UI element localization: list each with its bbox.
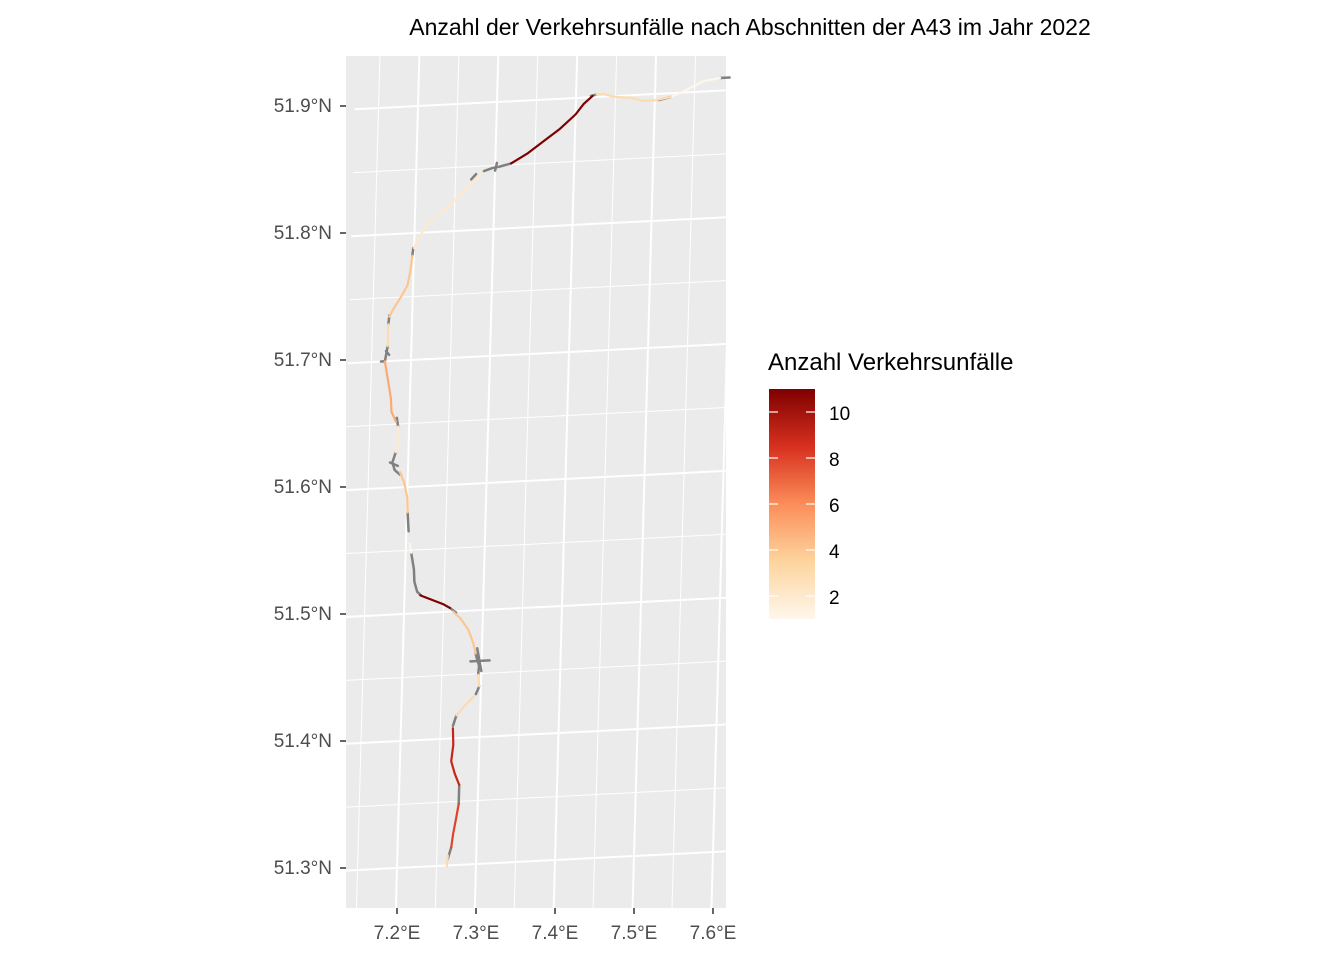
- map-title: Anzahl der Verkehrsunfälle nach Abschnit…: [409, 14, 1091, 40]
- no-data-segment: [451, 714, 458, 727]
- x-tick-label: 7.2°E: [374, 923, 421, 944]
- y-tick-label: 51.3°N: [274, 858, 332, 879]
- legend-label: 2: [829, 588, 840, 609]
- legend-ticks: [769, 411, 815, 597]
- graticule-longitude-line: [473, 56, 500, 908]
- graticule-latitude-line: [349, 280, 726, 301]
- legend-label: 6: [829, 496, 840, 517]
- a43-route-segments: [383, 76, 722, 868]
- graticule-latitude-line: [346, 850, 726, 872]
- route-segment: [408, 542, 413, 554]
- graticule-latitude-line: [346, 469, 726, 492]
- route-segment: [388, 254, 414, 318]
- route-segment: [669, 76, 722, 99]
- y-tick-label: 51.8°N: [274, 223, 332, 244]
- route-segment: [450, 727, 461, 786]
- route-segment: [383, 360, 397, 423]
- graticule-longitude-line: [434, 56, 460, 908]
- legend-title: Anzahl Verkehrsunfälle: [768, 349, 1013, 376]
- no-data-segment: [388, 461, 400, 468]
- x-tick-label: 7.3°E: [453, 923, 500, 944]
- y-axis: 51.3°N 51.4°N 51.5°N 51.6°N 51.7°N 51.8°…: [274, 96, 332, 879]
- route-segment: [419, 594, 451, 609]
- y-tick-label: 51.5°N: [274, 604, 332, 625]
- no-data-segment: [409, 551, 423, 597]
- no-data-segment: [493, 161, 499, 172]
- y-tick-label: 51.9°N: [274, 96, 332, 117]
- route-segment: [450, 802, 460, 849]
- route-segment: [455, 695, 475, 717]
- graticule-latitude-line: [347, 343, 726, 365]
- route-segment: [394, 425, 400, 454]
- x-tick-label: 7.5°E: [611, 923, 658, 944]
- no-data-segment: [475, 647, 483, 673]
- graticule-longitude-line: [552, 56, 579, 908]
- no-data-segment: [395, 416, 400, 428]
- route-segment: [445, 854, 449, 868]
- no-data-segment: [411, 247, 415, 258]
- y-tick-label: 51.4°N: [274, 731, 332, 752]
- no-data-segment: [469, 172, 478, 181]
- graticule-longitude-line: [592, 56, 618, 908]
- no-data-segment: [406, 511, 410, 533]
- graticule-latitude-line: [346, 723, 726, 745]
- legend-label: 4: [829, 542, 840, 563]
- graticule-latitude-line: [353, 153, 726, 174]
- graticule-latitude-line: [346, 787, 726, 808]
- route-segment: [595, 93, 672, 102]
- x-tick-label: 7.6°E: [690, 923, 737, 944]
- route-segment: [386, 323, 390, 348]
- no-data-segment: [474, 685, 481, 696]
- legend-label: 10: [829, 404, 850, 425]
- color-legend: Anzahl Verkehrsunfälle 2 4 6 8 10: [768, 349, 1013, 619]
- graticule-longitude-line: [671, 56, 696, 908]
- graticule-latitude-line: [354, 89, 726, 111]
- no-data-segment: [718, 76, 731, 80]
- graticule-longitude-line: [513, 56, 539, 908]
- route-segment: [398, 471, 409, 514]
- graticule-latitude-line: [346, 660, 726, 681]
- graticule-longitude-line: [710, 343, 726, 908]
- no-data-segment: [384, 349, 391, 357]
- axis-tick-marks: [340, 105, 714, 914]
- no-data-segment: [457, 783, 461, 806]
- graticule-longitude-line: [394, 56, 421, 908]
- map-panel: [346, 56, 726, 908]
- graticule-longitude-line: [631, 56, 658, 908]
- graticule-longitude-line: [355, 56, 381, 908]
- x-axis: 7.2°E 7.3°E 7.4°E 7.5°E 7.6°E: [374, 923, 737, 944]
- route-segment: [510, 94, 594, 165]
- graticule-latitude-line: [346, 596, 726, 618]
- legend-label: 8: [829, 450, 840, 471]
- x-tick-label: 7.4°E: [532, 923, 579, 944]
- route-segment: [451, 610, 477, 655]
- graticule-latitude-line: [346, 406, 726, 428]
- no-data-segment: [474, 652, 481, 677]
- graticule-latitude-line: [351, 216, 726, 238]
- y-tick-label: 51.7°N: [274, 350, 332, 371]
- no-data-segment: [448, 606, 458, 614]
- no-data-segment: [391, 450, 402, 476]
- no-data-segments: [379, 76, 731, 861]
- graticule: [346, 56, 726, 908]
- route-segment: [413, 171, 482, 250]
- route-segment: [477, 673, 481, 688]
- y-tick-label: 51.6°N: [274, 477, 332, 498]
